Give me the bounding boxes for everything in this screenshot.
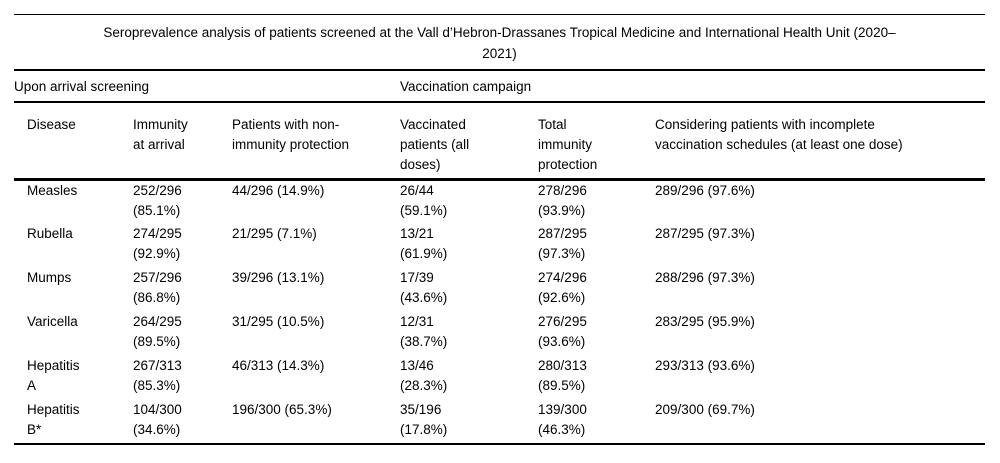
cell-non-immunity-protection: 44/296 (14.9%) — [232, 183, 325, 198]
cell-total-immunity-protection: 139/300 (46.3%) — [538, 401, 587, 437]
table-row-measles: Measles 252/296 (85.1%) 44/296 (14.9%) 2… — [14, 180, 985, 224]
col-header-vaccinated-patients: Vaccinated patients (all doses) — [400, 102, 539, 181]
cell-incomplete-schedules: 288/296 (97.3%) — [655, 269, 755, 285]
cell-non-immunity-protection: 46/313 (14.3%) — [232, 357, 325, 373]
cell-disease: Measles — [27, 183, 78, 198]
cell-disease: Rubella — [27, 225, 73, 241]
cell-incomplete-schedules: 293/313 (93.6%) — [655, 357, 755, 373]
cell-non-immunity-protection: 196/300 (65.3%) — [232, 401, 332, 417]
cell-non-immunity-protection: 21/295 (7.1%) — [232, 225, 317, 241]
cell-incomplete-schedules: 287/295 (97.3%) — [655, 225, 755, 241]
table-row-rubella: Rubella 274/295 (92.9%) 21/295 (7.1%) 13… — [14, 224, 985, 268]
col-header-immunity-at-arrival: Immunity at arrival — [133, 102, 232, 181]
cell-incomplete-schedules: 283/295 (95.9%) — [655, 313, 755, 329]
column-group-vaccination-campaign: Vaccination campaign — [400, 71, 986, 103]
table-row-hepatitis-b: Hepatitis B* 104/300 (34.6%) 196/300 (65… — [14, 400, 985, 444]
table-row-mumps: Mumps 257/296 (86.8%) 39/296 (13.1%) 17/… — [14, 268, 985, 312]
cell-disease: Varicella — [27, 313, 78, 329]
cell-vaccinated-all-doses: 35/196 (17.8%) — [400, 401, 448, 437]
cell-vaccinated-all-doses: 26/44 (59.1%) — [400, 183, 448, 218]
cell-total-immunity-protection: 280/313 (89.5%) — [538, 357, 587, 393]
cell-vaccinated-all-doses: 13/21 (61.9%) — [400, 225, 448, 261]
cell-non-immunity-protection: 31/295 (10.5%) — [232, 313, 325, 329]
cell-immunity-at-arrival: 267/313 (85.3%) — [133, 357, 182, 393]
column-group-row: Upon arrival screening Vaccination campa… — [14, 71, 986, 103]
seroprevalence-table: Upon arrival screening Vaccination campa… — [14, 71, 986, 445]
cell-incomplete-schedules: 209/300 (69.7%) — [655, 401, 755, 417]
table-row-varicella: Varicella 264/295 (89.5%) 31/295 (10.5%)… — [14, 312, 985, 356]
cell-vaccinated-all-doses: 13/46 (28.3%) — [400, 357, 448, 393]
cell-disease: Mumps — [27, 269, 72, 285]
column-group-upon-arrival-screening: Upon arrival screening — [14, 71, 401, 103]
col-header-disease: Disease — [14, 102, 133, 181]
cell-non-immunity-protection: 39/296 (13.1%) — [232, 269, 325, 285]
col-header-total-immunity: Total immunity protection — [538, 102, 656, 181]
column-header-row: Disease Immunity at arrival Patients wit… — [14, 102, 986, 181]
cell-total-immunity-protection: 276/295 (93.6%) — [538, 313, 587, 349]
cell-vaccinated-all-doses: 17/39 (43.6%) — [400, 269, 448, 305]
table-row-hepatitis-a: Hepatitis A 267/313 (85.3%) 46/313 (14.3… — [14, 356, 985, 400]
col-header-non-immunity-protection: Patients with non- immunity protection — [232, 102, 401, 181]
cell-total-immunity-protection: 274/296 (92.6%) — [538, 269, 587, 305]
cell-immunity-at-arrival: 257/296 (86.8%) — [133, 269, 182, 305]
table-title: Seroprevalence analysis of patients scre… — [14, 14, 985, 71]
cell-disease: Hepatitis A — [27, 357, 80, 393]
col-header-incomplete-schedules: Considering patients with incomplete vac… — [655, 102, 986, 181]
cell-immunity-at-arrival: 104/300 (34.6%) — [133, 401, 182, 437]
cell-immunity-at-arrival: 274/295 (92.9%) — [133, 225, 182, 261]
cell-total-immunity-protection: 287/295 (97.3%) — [538, 225, 587, 261]
cell-total-immunity-protection: 278/296 (93.9%) — [538, 183, 587, 218]
cell-immunity-at-arrival: 252/296 (85.1%) — [133, 183, 182, 218]
cell-vaccinated-all-doses: 12/31 (38.7%) — [400, 313, 448, 349]
cell-immunity-at-arrival: 264/295 (89.5%) — [133, 313, 182, 349]
cell-disease: Hepatitis B* — [27, 401, 80, 437]
cell-incomplete-schedules: 289/296 (97.6%) — [655, 183, 755, 198]
seroprevalence-table-container: Seroprevalence analysis of patients scre… — [14, 14, 986, 445]
